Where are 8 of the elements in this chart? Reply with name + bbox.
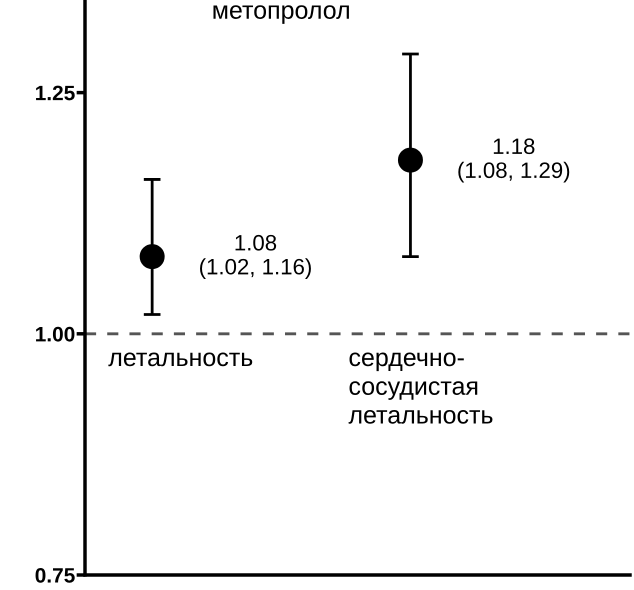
y-tick-label: 1.00 [36, 326, 74, 342]
y-tick-label: 1.25 [36, 86, 75, 100]
y-tick-label: 0.75 [36, 568, 75, 583]
chart-title: метопролол [213, 5, 349, 24]
x-tick-label: летальность [108, 352, 252, 366]
data-label: 1.18 (1.08, 1.29) [458, 138, 570, 182]
data-label: 1.08 (1.02, 1.16) [200, 234, 311, 279]
x-tick-label: сердечно- сосудистая летальность [348, 352, 492, 424]
